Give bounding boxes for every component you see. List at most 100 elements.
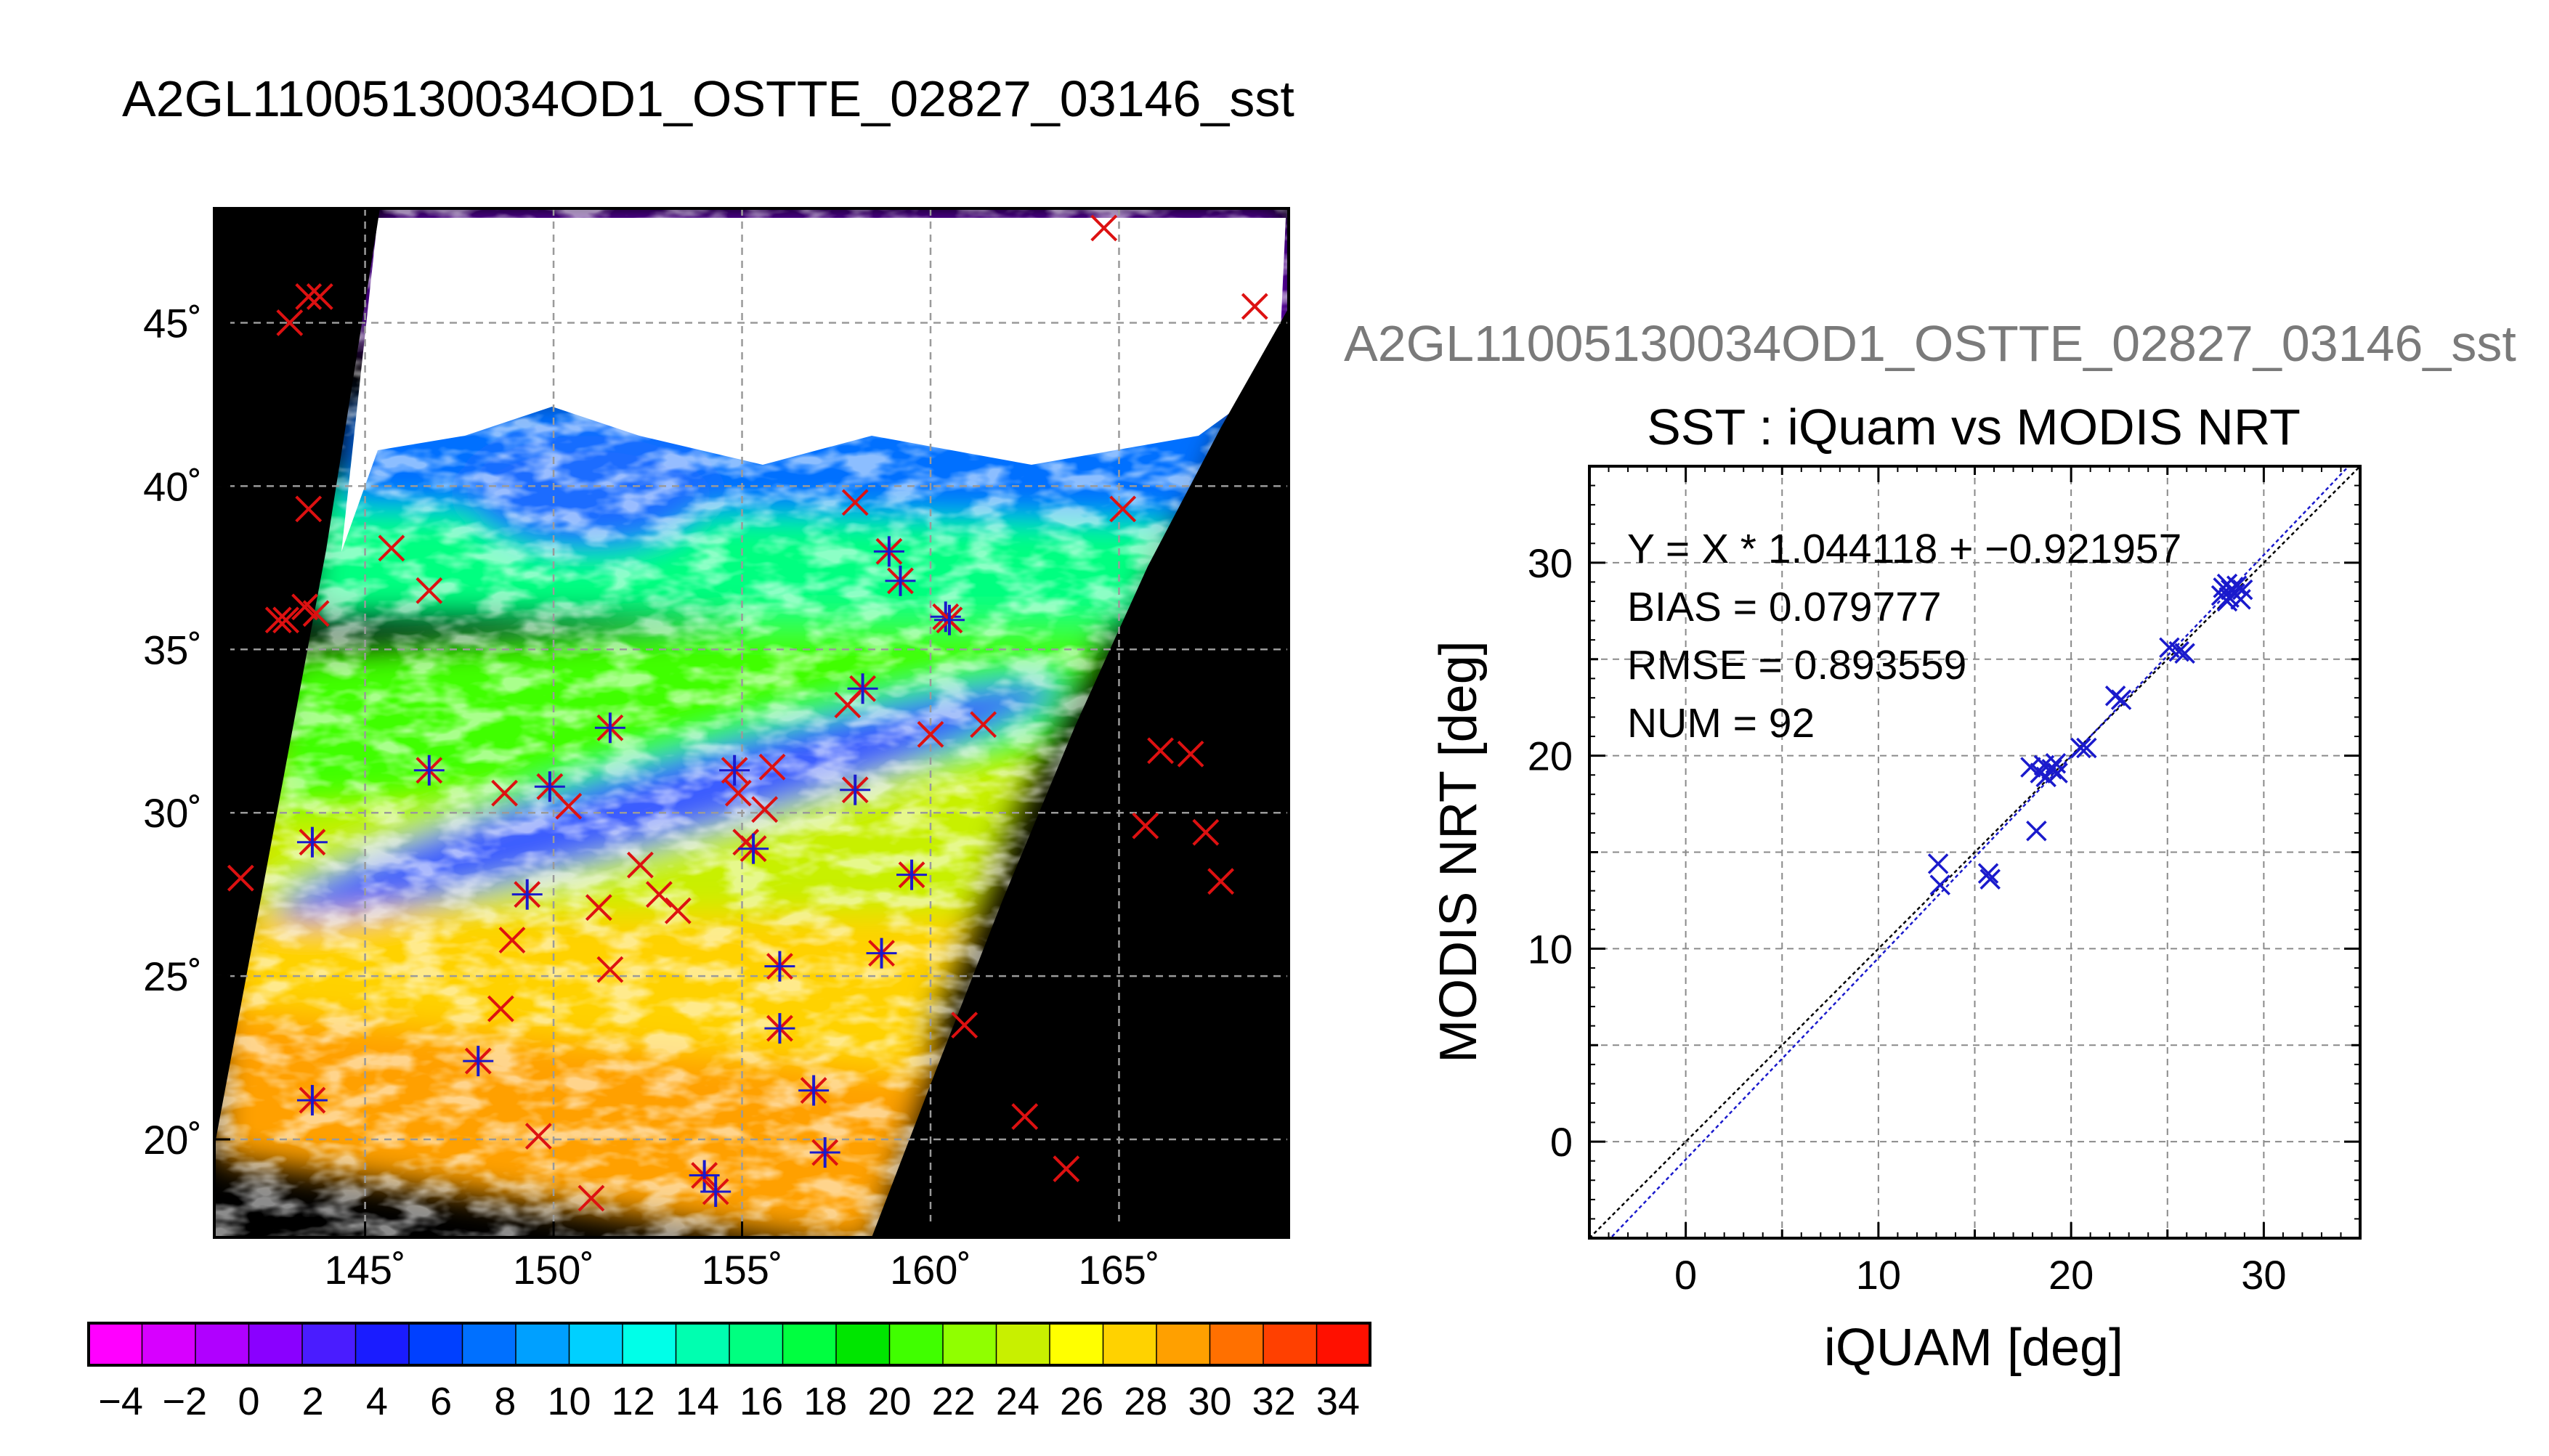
colorbar-tick-label: 4 [366,1380,388,1423]
marker-stroke [295,283,323,310]
colorbar-tick-labels: −4 −2 0 2 4 6 8 10 12 14 16 18 20 22 24 26 28 30 32 34 [98,1380,1360,1423]
scatter-point [2216,590,2238,612]
marker-stroke [491,779,519,807]
matched-marker [866,938,897,969]
scatter-point [1977,863,1999,884]
colorbar-cell [1316,1322,1371,1366]
scatter-point [2226,575,2248,597]
map-lon-tick-label: 160˚ [890,1247,971,1293]
marker-stroke [664,897,692,924]
insitu-marker [585,894,612,922]
map-lon-tick-labels: 145˚ 150˚ 155˚ 160˚ 165˚ [325,1247,1160,1293]
insitu-marker [295,495,323,523]
insitu-marker [917,720,944,748]
colorbar-cell [888,1322,944,1366]
marker-stroke [498,927,526,954]
scatter-point-stroke [2110,689,2132,710]
insitu-marker [302,600,330,627]
matched-marker [764,1013,795,1044]
marker-stroke [306,283,333,310]
scatter-point [2076,737,2097,759]
matched-marker [463,1046,494,1077]
insitu-marker [1053,1155,1080,1182]
marker-stroke [1177,740,1204,768]
insitu-marker [487,995,514,1022]
scatter-points [1927,573,2253,895]
marker-stroke [1090,214,1118,242]
colorbar-tick-label: 26 [1060,1380,1103,1423]
matched-marker [511,879,543,910]
insitu-marker [596,956,624,983]
insitu-marker [841,489,869,516]
colorbar-cell [1102,1322,1158,1366]
matched-marker [840,774,871,805]
matched-marker [534,771,565,802]
scatter-point [1927,853,1949,874]
colorbar-cell [248,1322,304,1366]
insitu-marker [227,864,254,892]
scatter-point-stroke [2168,640,2189,662]
matched-marker [719,755,750,786]
colorbar-cell [1156,1322,1211,1366]
marker-stroke [227,864,254,892]
colorbar-tick-label: 22 [932,1380,976,1423]
marker-stroke [276,309,304,336]
colorbar-tick-label: 8 [494,1380,516,1423]
scatter-point-stroke [2216,590,2238,612]
scatter-y-tick-label: 20 [1528,733,1573,779]
scatter-point-stroke [2070,737,2091,759]
colorbar-cell [782,1322,838,1366]
marker-stroke [1053,1155,1080,1182]
scatter-point-stroke [2026,821,2047,842]
insitu-marker [1090,214,1118,242]
marker-stroke [487,995,514,1022]
swath [214,208,1289,1237]
map-panel: 145˚ 150˚ 155˚ 160˚ 165˚ 20˚ 25˚ 30˚ 35˚ 40˚ 45˚ [143,207,1290,1293]
scatter-x-tick-label: 0 [1674,1252,1697,1298]
insitu-marker [1177,740,1204,768]
marker-stroke [841,489,869,516]
insitu-marker [416,577,443,604]
marker-stroke [1132,812,1159,839]
insitu-marker [1011,1103,1039,1130]
scatter-point [2104,686,2126,707]
scatter-point [2168,640,2189,662]
scatter-point [2110,689,2132,710]
marker-stroke [951,1012,978,1039]
colorbar-tick-label: 10 [547,1380,591,1423]
scatter-point [2047,762,2068,784]
colorbar-tick-label: 16 [739,1380,783,1423]
colorbar-tick-label: 12 [612,1380,655,1423]
scatter-point [2232,579,2253,601]
colorbar-cell [461,1322,517,1366]
marker-stroke [1147,737,1174,765]
scatter-point-stroke [2232,579,2253,601]
colorbar-cell [354,1322,410,1366]
marker-stroke [751,796,779,823]
matched-marker [413,755,445,786]
scatter-point-stroke [2159,637,2180,659]
marker-stroke [378,534,405,562]
colorbar-cell [1049,1322,1104,1366]
scatter-y-tick-label: 10 [1528,926,1573,972]
scatter-point-stroke [2047,762,2068,784]
colorbar-cell [568,1322,624,1366]
marker-stroke [596,956,624,983]
colorbar-tick-label: 18 [803,1380,847,1423]
insitu-marker [724,779,752,807]
marker-stroke [626,851,654,879]
insitu-marker [295,283,323,310]
marker-stroke [578,1184,605,1212]
insitu-marker [1192,818,1220,846]
matched-marker [764,951,795,982]
matched-marker [689,1160,720,1191]
scatter-x-tick-label: 20 [2048,1252,2094,1298]
insitu-marker [524,1123,552,1150]
map-lat-tick-label: 35˚ [143,627,202,672]
swath-mask-right [872,308,1289,1237]
map-frame [213,207,1290,1239]
scatter-point [2041,758,2062,780]
colorbar-tick-label: 14 [676,1380,719,1423]
scatter-x-label: iQUAM [deg] [1824,1319,2123,1377]
scatter-point-stroke [1977,863,1999,884]
